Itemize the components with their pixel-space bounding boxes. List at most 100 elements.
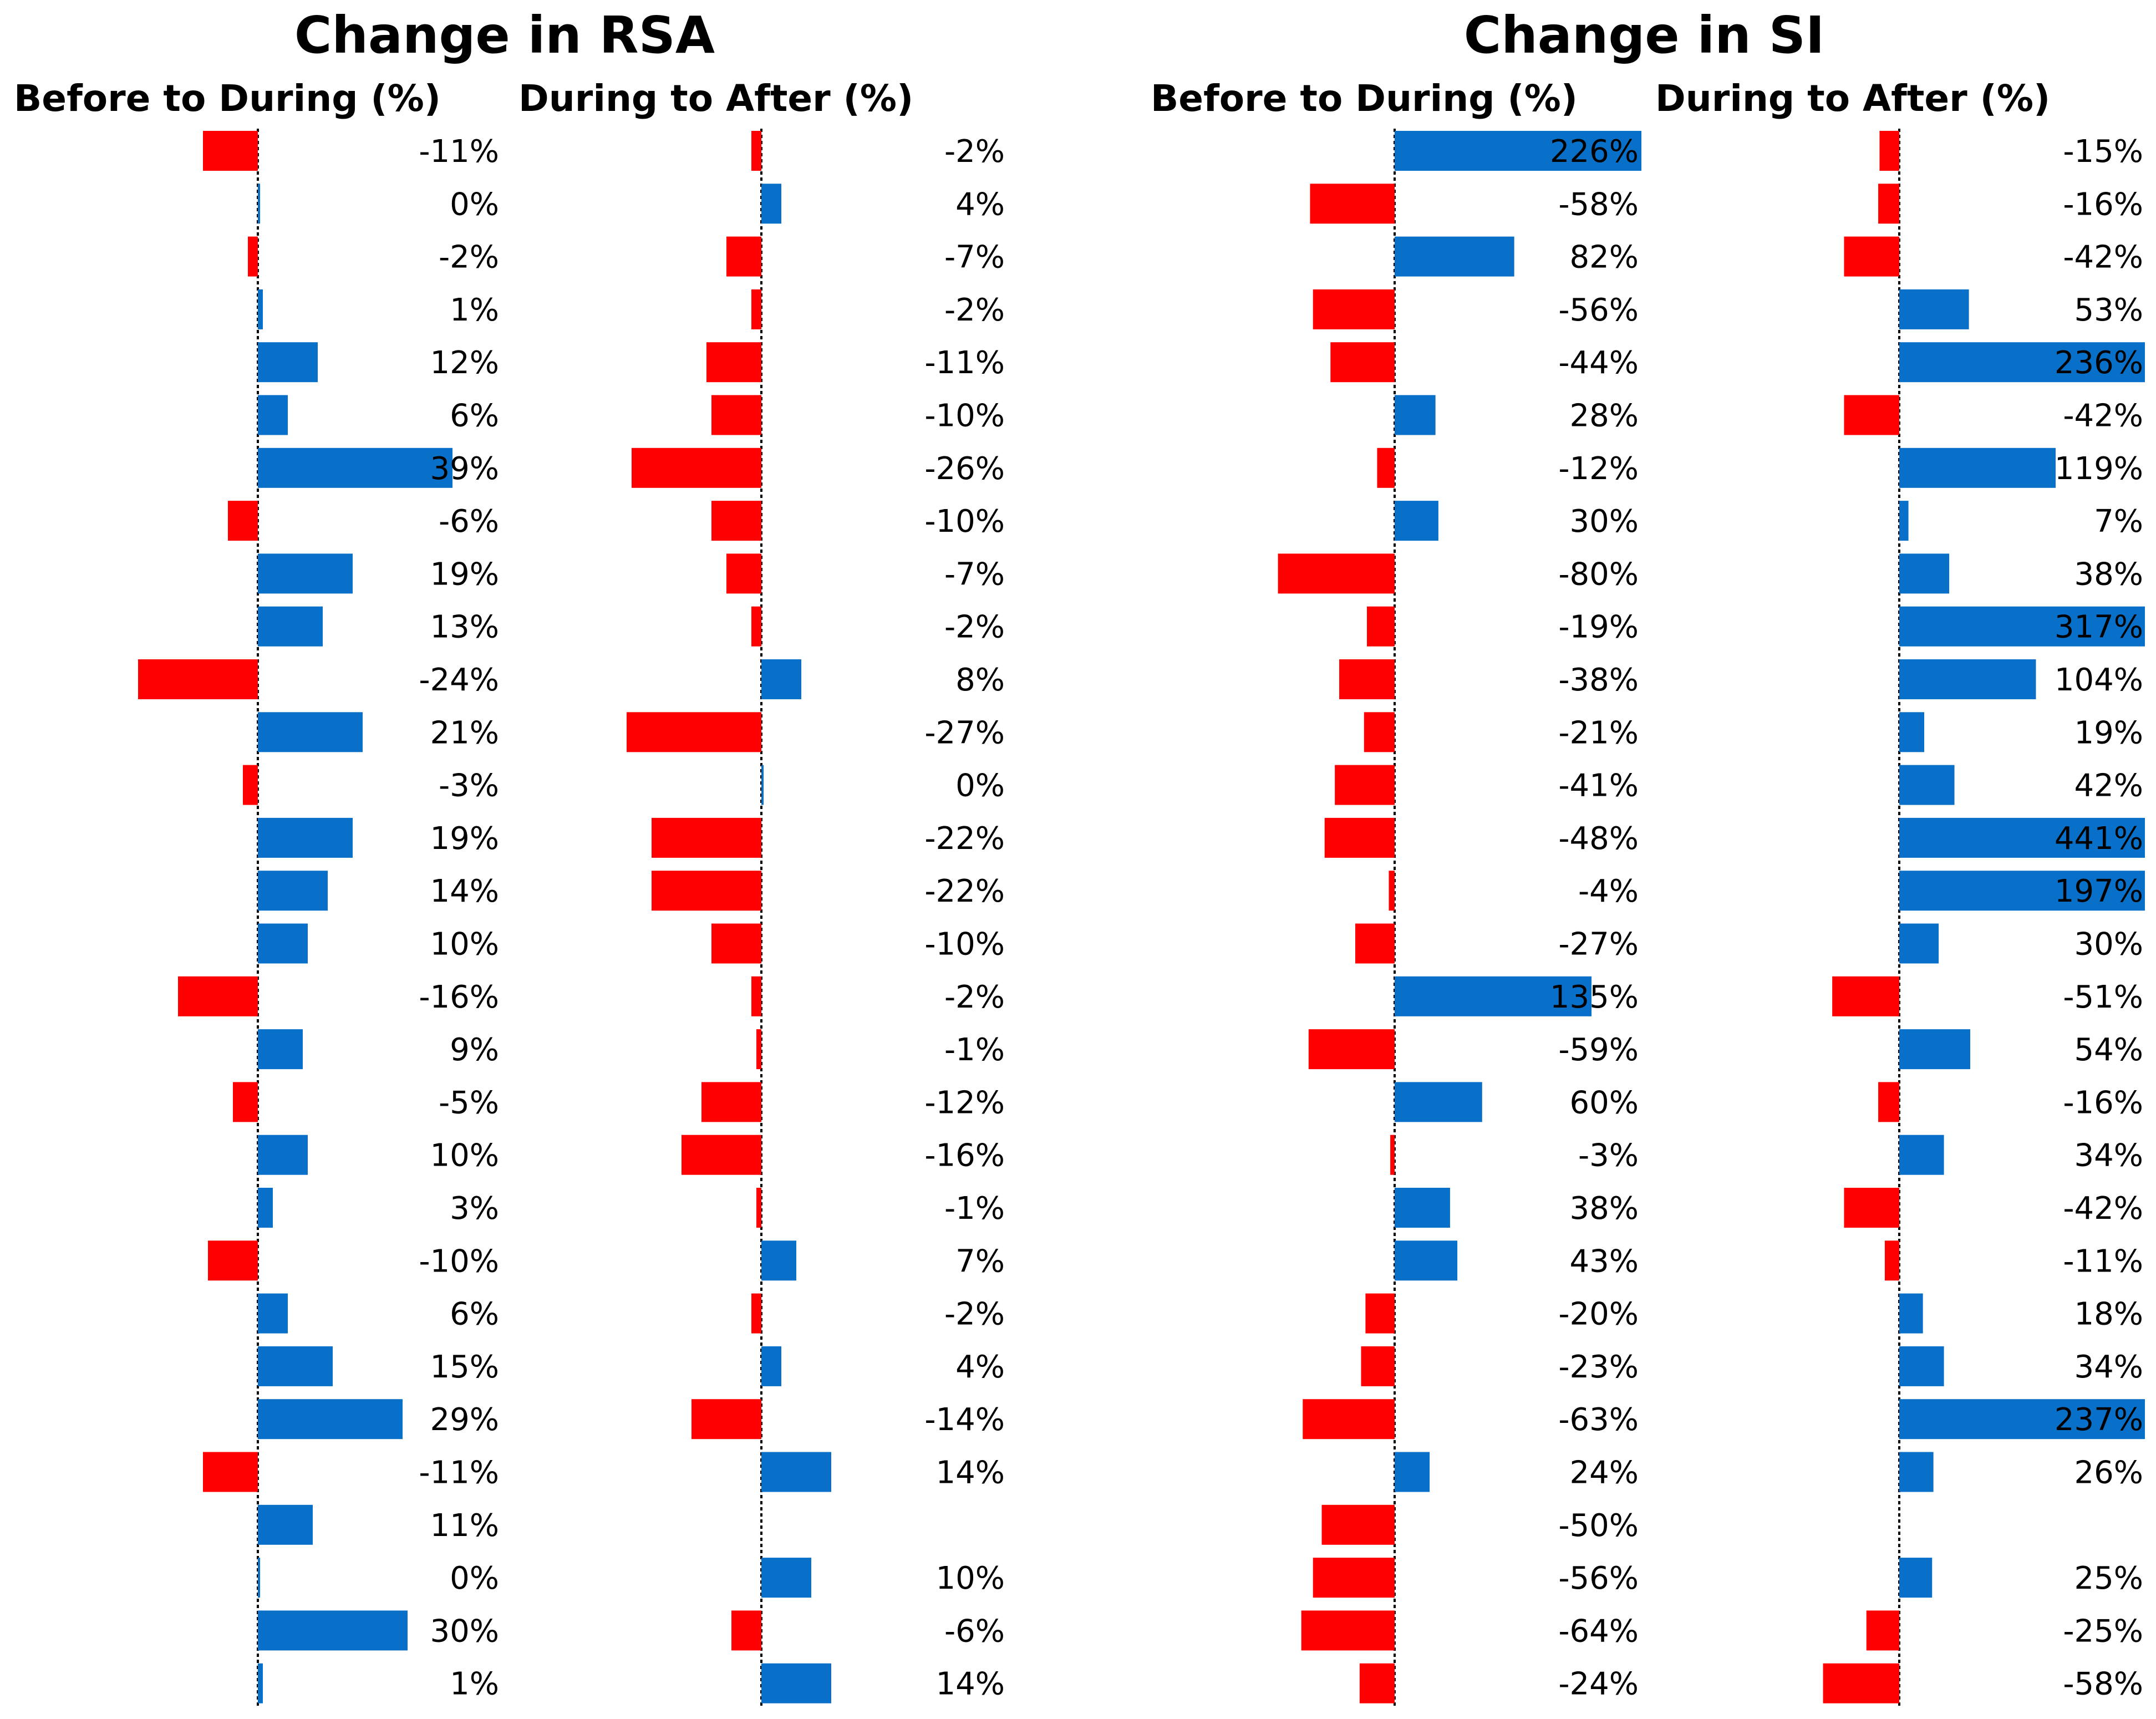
si-before-during-value-label: -80% bbox=[1558, 556, 1639, 592]
si-before-during-bar bbox=[1390, 1135, 1395, 1175]
si-during-after-value-label: 30% bbox=[2074, 927, 2143, 963]
rsa-during-after-bar bbox=[627, 712, 761, 752]
si-during-after-bar bbox=[1844, 236, 1899, 277]
rsa-before-during-bar bbox=[258, 342, 318, 383]
rsa-before-during-bar bbox=[258, 1558, 260, 1598]
rsa-during-after-value-label: -10% bbox=[924, 504, 1005, 540]
si-during-after-bar bbox=[1899, 501, 1909, 541]
si-before-during-value-label: -21% bbox=[1558, 715, 1639, 751]
si-during-after-bar bbox=[1866, 1610, 1899, 1651]
si-during-after-bar bbox=[1899, 1029, 1970, 1070]
si-before-during-value-label: -38% bbox=[1558, 662, 1639, 698]
rsa-before-during-bar bbox=[258, 1029, 303, 1070]
rsa-before-during-bar bbox=[258, 553, 353, 594]
rsa-before-during-value-label: 19% bbox=[430, 821, 499, 857]
rsa-before-during-bar bbox=[258, 1399, 403, 1440]
si-during-after-value-label: -16% bbox=[2063, 186, 2143, 222]
rsa-before-during-value-label: 6% bbox=[450, 398, 499, 434]
si-before-during-value-label: -24% bbox=[1558, 1666, 1639, 1702]
si-chart-title: Change in SI bbox=[1464, 6, 1824, 65]
si-before-during-value-label: -59% bbox=[1558, 1032, 1639, 1068]
rsa-before-during-value-label: 9% bbox=[450, 1032, 499, 1068]
rsa-before-during-value-label: 14% bbox=[430, 873, 499, 909]
si-during-after-value-label: -42% bbox=[2063, 1191, 2143, 1227]
rsa-during-after-bar bbox=[711, 395, 761, 435]
rsa-before-during-value-label: 15% bbox=[430, 1349, 499, 1385]
si-during-after-bar bbox=[1844, 1188, 1899, 1228]
rsa-during-after-value-label: -22% bbox=[924, 821, 1005, 857]
rsa-during-after-bar bbox=[652, 817, 761, 858]
si-during-after-value-label: -15% bbox=[2063, 134, 2143, 170]
rsa-during-after-value-label: -16% bbox=[924, 1138, 1005, 1174]
rsa-during-after-bar bbox=[751, 1293, 761, 1334]
si-during-after-value-label: 119% bbox=[2055, 451, 2143, 487]
si-before-during-value-label: 30% bbox=[1570, 504, 1639, 540]
rsa-before-during-value-label: 0% bbox=[450, 186, 499, 222]
si-during-after-bar bbox=[1884, 1240, 1899, 1281]
rsa-before-during-value-label: 1% bbox=[450, 1666, 499, 1702]
si-before-during-value-label: -64% bbox=[1558, 1613, 1639, 1649]
rsa-before-during-bar bbox=[203, 131, 258, 171]
si-before-during-bar bbox=[1395, 236, 1514, 277]
rsa-during-after-value-label: -2% bbox=[944, 979, 1005, 1015]
si-during-after-bar bbox=[1899, 553, 1950, 594]
rsa-before-during-bar bbox=[258, 871, 328, 911]
rsa-during-after-value-label: -26% bbox=[924, 451, 1005, 487]
si-during-after-bar bbox=[1899, 289, 1969, 329]
si-before-during-bar bbox=[1395, 1082, 1482, 1122]
rsa-before-during-value-label: -3% bbox=[439, 768, 499, 804]
rsa-before-during-value-label: 30% bbox=[430, 1613, 499, 1649]
rsa-during-after-bar bbox=[751, 606, 761, 647]
chart-marks: -11% 0% -2% 1% 12% 6% 39% -6% 19% 13% -24% 21% -3% 19… bbox=[138, 129, 2145, 1708]
rsa-before-during-value-label: 1% bbox=[450, 292, 499, 328]
rsa-during-after-value-label: -10% bbox=[924, 927, 1005, 963]
si-during-after-value-label: 34% bbox=[2074, 1349, 2143, 1385]
si-during-after-bar bbox=[1844, 395, 1899, 435]
rsa-before-during-bar bbox=[178, 976, 258, 1016]
si-during-after-value-label: -25% bbox=[2063, 1613, 2143, 1649]
si-before-during-bar bbox=[1330, 342, 1395, 383]
si-before-during-value-label: -56% bbox=[1558, 1560, 1639, 1596]
rsa-before-during-value-label: 19% bbox=[430, 556, 499, 592]
rsa-during-after-bar bbox=[731, 1610, 761, 1651]
si-during-after-bar bbox=[1899, 1135, 1944, 1175]
rsa-before-during-bar bbox=[258, 447, 452, 488]
si-during-after-bar bbox=[1878, 1082, 1899, 1122]
si-during-after-bar bbox=[1899, 1558, 1933, 1598]
rsa-during-after-bar bbox=[652, 871, 761, 911]
si-before-during-bar bbox=[1301, 1610, 1395, 1651]
si-before-during-value-label: 82% bbox=[1570, 240, 1639, 276]
rsa-during-after-value-label: 0% bbox=[955, 768, 1005, 804]
si-before-during-heading: Before to During (%) bbox=[1151, 77, 1578, 120]
rsa-during-after-value-label: 10% bbox=[936, 1560, 1005, 1596]
rsa-during-after-bar bbox=[761, 1240, 796, 1281]
rsa-during-after-value-label: -7% bbox=[944, 556, 1005, 592]
si-before-during-value-label: -23% bbox=[1558, 1349, 1639, 1385]
rsa-before-during-value-label: 13% bbox=[430, 609, 499, 645]
si-during-after-heading: During to After (%) bbox=[1655, 77, 2050, 120]
si-before-during-bar bbox=[1310, 184, 1395, 224]
si-during-after-bar bbox=[1899, 1399, 2145, 1440]
rsa-before-during-bar bbox=[258, 395, 288, 435]
si-during-after-bar bbox=[1879, 131, 1899, 171]
rsa-before-during-bar bbox=[258, 606, 323, 647]
si-during-after-bar bbox=[1899, 606, 2145, 647]
rsa-during-after-value-label: -10% bbox=[924, 398, 1005, 434]
rsa-before-during-value-label: 11% bbox=[430, 1508, 499, 1544]
si-before-during-value-label: -44% bbox=[1558, 345, 1639, 381]
si-during-after-bar bbox=[1899, 1452, 1934, 1492]
si-before-during-value-label: 60% bbox=[1570, 1085, 1639, 1121]
si-during-after-bar bbox=[1899, 1293, 1923, 1334]
rsa-during-after-value-label: 14% bbox=[936, 1455, 1005, 1491]
si-during-after-value-label: 317% bbox=[2055, 609, 2143, 645]
si-before-during-value-label: 226% bbox=[1550, 134, 1639, 170]
rsa-during-after-bar bbox=[726, 553, 761, 594]
rsa-during-after-bar bbox=[761, 1452, 831, 1492]
rsa-before-during-value-label: -11% bbox=[419, 1455, 499, 1491]
rsa-before-during-value-label: 10% bbox=[430, 1138, 499, 1174]
si-during-after-value-label: -51% bbox=[2063, 979, 2143, 1015]
rsa-before-during-value-label: 0% bbox=[450, 1560, 499, 1596]
si-during-after-value-label: 26% bbox=[2074, 1455, 2143, 1491]
rsa-before-during-value-label: 39% bbox=[430, 451, 499, 487]
si-during-after-value-label: -58% bbox=[2063, 1666, 2143, 1702]
